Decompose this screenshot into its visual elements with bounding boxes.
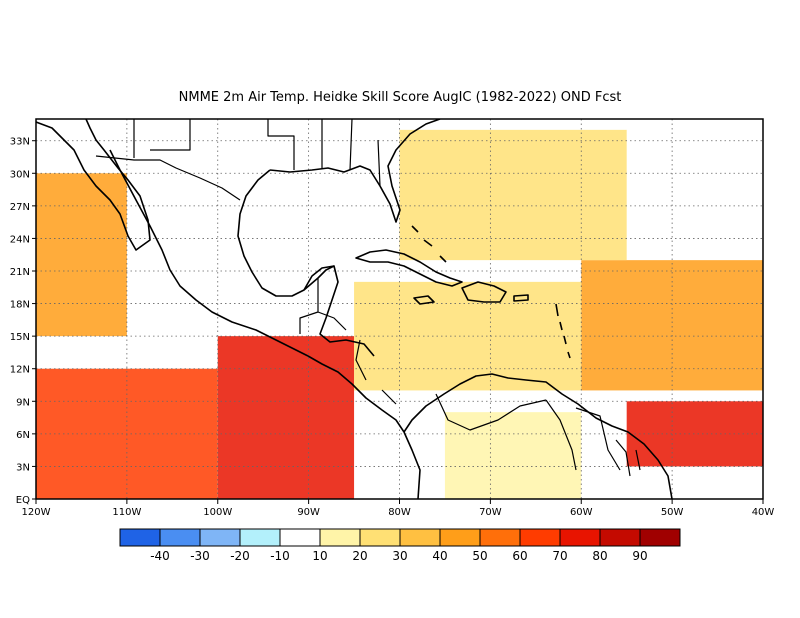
- chart-title: NMME 2m Air Temp. Heidke Skill Score Aug…: [179, 90, 622, 105]
- colorbar-label: 50: [472, 549, 487, 563]
- x-tick-label: 120W: [22, 507, 51, 518]
- colorbar-label: 10: [312, 549, 327, 563]
- colorbar-swatch: [519, 528, 561, 547]
- x-tick-label: 110W: [112, 507, 141, 518]
- y-tick-label: 18N: [10, 300, 30, 311]
- colorbar-swatch: [319, 528, 361, 547]
- coastline-cuba: [355, 249, 463, 287]
- y-tick-label: 3N: [16, 462, 30, 473]
- skill-region-7: [245, 173, 382, 271]
- skill-region-8: [444, 412, 582, 499]
- skill-region-0: [217, 336, 355, 499]
- colorbar-label: 90: [632, 549, 647, 563]
- colorbar-label: 70: [552, 549, 567, 563]
- coastline-bahamas: [411, 225, 447, 263]
- coastline-south-america-west: [403, 431, 421, 499]
- colorbar-swatch: [199, 528, 241, 547]
- x-tick-label: 70W: [479, 507, 502, 518]
- x-tick-label: 80W: [388, 507, 411, 518]
- colorbar-label: 20: [352, 549, 367, 563]
- colorbar-label: 40: [432, 549, 447, 563]
- colorbar-swatch: [599, 528, 641, 547]
- y-tick-label: EQ: [16, 495, 30, 506]
- border-north-states: [133, 119, 381, 187]
- y-tick-label: 9N: [16, 397, 30, 408]
- coastline-yucatan: [303, 265, 335, 291]
- colorbar-swatch: [439, 528, 481, 547]
- colorbar-swatch: [279, 528, 321, 547]
- colorbar-swatch: [399, 528, 441, 547]
- x-axis: 120W 110W 100W 90W 80W 70W 60W 50W 40W: [22, 499, 775, 518]
- y-tick-label: 21N: [10, 267, 30, 278]
- x-tick-label: 60W: [570, 507, 593, 518]
- skill-region-2: [36, 173, 127, 337]
- skill-region-4: [581, 260, 763, 391]
- x-tick-label: 40W: [752, 507, 775, 518]
- colorbar-label: 60: [512, 549, 527, 563]
- coastline-hispaniola: [461, 281, 507, 303]
- colorbar-swatch: [359, 528, 401, 547]
- y-axis: EQ 3N 6N 9N 12N 15N 18N 21N 24N 27N 30N 33N: [10, 137, 36, 506]
- y-tick-label: 15N: [10, 332, 30, 343]
- colorbar-label: -20: [230, 549, 250, 563]
- y-tick-label: 30N: [10, 169, 30, 180]
- colorbar-swatch: [239, 528, 281, 547]
- y-tick-label: 27N: [10, 202, 30, 213]
- colorbar-label: -30: [190, 549, 210, 563]
- coastline-south-america: [403, 373, 673, 499]
- colorbar-label: -40: [150, 549, 170, 563]
- colorbar-label: 30: [392, 549, 407, 563]
- border-us-mexico: [95, 155, 241, 201]
- colorbar-swatch: [559, 528, 601, 547]
- skill-region-6: [399, 129, 627, 261]
- map-panel: [36, 119, 763, 499]
- x-tick-label: 90W: [297, 507, 320, 518]
- x-tick-label: 50W: [661, 507, 684, 518]
- coastline-lesser-antilles: [555, 303, 571, 359]
- y-tick-label: 33N: [10, 137, 30, 148]
- border-central-america: [299, 278, 397, 405]
- y-tick-label: 6N: [16, 430, 30, 441]
- colorbar-label: -10: [270, 549, 290, 563]
- colorbar-swatch: [639, 528, 681, 547]
- y-tick-label: 12N: [10, 365, 30, 376]
- coastline-north-america: [36, 119, 151, 251]
- colorbar-swatch: [479, 528, 521, 547]
- colorbar: -40 -30 -20 -10 10 20 30 40 50 60 70 80 90: [119, 528, 681, 563]
- coastline-central-america: [307, 355, 405, 433]
- coastline-us-gulf: [269, 119, 441, 223]
- colorbar-label: 80: [592, 549, 607, 563]
- x-tick-label: 100W: [203, 507, 232, 518]
- colorbar-swatch: [119, 528, 161, 547]
- coastlines: [36, 119, 673, 499]
- coastline-jamaica: [413, 295, 435, 305]
- colorbar-swatch: [159, 528, 201, 547]
- coastline-puerto-rico: [513, 294, 529, 302]
- border-south-america: [435, 393, 641, 477]
- coastline-gulf-mexico: [237, 169, 375, 357]
- coastline-mexico-pacific: [109, 149, 309, 357]
- y-tick-label: 24N: [10, 234, 30, 245]
